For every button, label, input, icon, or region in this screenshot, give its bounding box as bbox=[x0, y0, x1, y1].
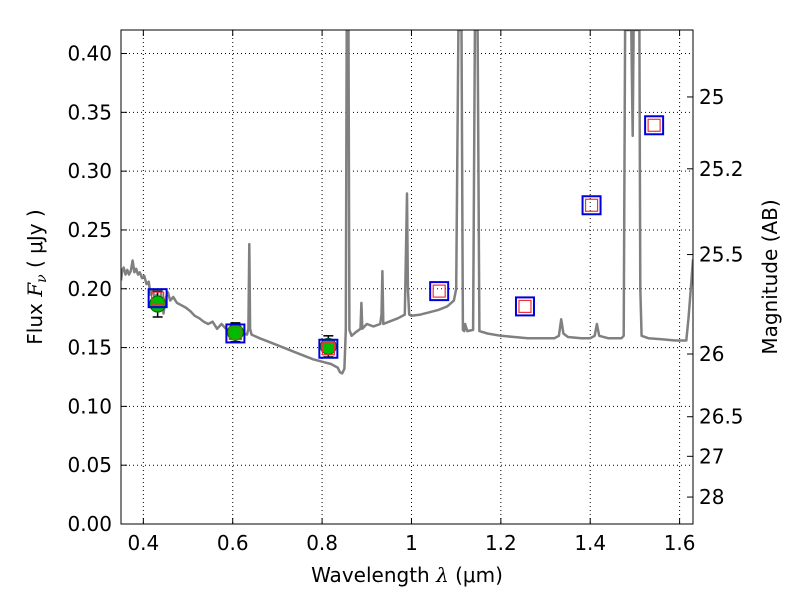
x-tick-label: 0.8 bbox=[306, 531, 338, 555]
y-tick-label: 0.00 bbox=[67, 512, 112, 536]
axis-ticks: 0.4 0.6 0.8 1 1.2 1.4 1.6 0.00 0.05 0.10 0.15 0.20 0… bbox=[67, 30, 744, 555]
model-band-point bbox=[644, 115, 665, 136]
x-tick-label: 1.2 bbox=[485, 531, 517, 555]
y2-tick-label: 28 bbox=[699, 485, 724, 509]
y-axis-label: Flux Fν ( μJy ) bbox=[23, 209, 50, 344]
y-tick-label: 0.15 bbox=[67, 336, 112, 360]
model-band-outer-square bbox=[644, 115, 665, 136]
y-label-subscript: ν bbox=[34, 274, 50, 283]
y-tick-label: 0.30 bbox=[67, 159, 112, 183]
model-band-markers bbox=[147, 115, 665, 359]
y2-axis-label: Magnitude (AB) bbox=[758, 199, 782, 354]
y2-tick-label: 26.5 bbox=[699, 405, 744, 429]
model-band-point bbox=[514, 296, 535, 317]
model-band-point bbox=[147, 288, 168, 309]
y-label-prefix: Flux bbox=[23, 297, 47, 345]
y-tick-label: 0.40 bbox=[67, 42, 112, 66]
y-label-units: ( μJy ) bbox=[23, 209, 47, 274]
y-tick-label: 0.05 bbox=[67, 453, 112, 477]
model-band-outer-square bbox=[318, 338, 339, 359]
model-band-inner-square bbox=[518, 299, 532, 314]
model-band-point bbox=[225, 323, 246, 344]
x-tick-label: 1.6 bbox=[664, 531, 696, 555]
x-tick-label: 0.4 bbox=[127, 531, 159, 555]
model-band-inner-square bbox=[584, 198, 599, 212]
model-band-inner-square bbox=[321, 342, 335, 356]
grid-lines bbox=[121, 30, 693, 524]
y-tick-label: 0.20 bbox=[67, 277, 112, 301]
x-tick-label: 0.6 bbox=[217, 531, 249, 555]
model-band-point bbox=[318, 338, 339, 359]
x-label-units: (μm) bbox=[449, 563, 503, 587]
y2-tick-label: 27 bbox=[699, 444, 724, 468]
y-label-symbol: F bbox=[23, 282, 47, 298]
y-tick-label: 0.10 bbox=[67, 394, 112, 418]
model-band-outer-square bbox=[514, 296, 535, 317]
model-band-inner-square bbox=[228, 326, 242, 341]
model-band-point bbox=[429, 281, 450, 302]
x-label-symbol: λ bbox=[435, 563, 449, 587]
model-band-outer-square bbox=[429, 281, 450, 302]
x-axis-label: Wavelength λ (μm) bbox=[311, 563, 503, 587]
sed-model-line bbox=[121, 30, 693, 375]
y2-tick-label: 25 bbox=[699, 85, 724, 109]
x-tick-label: 1 bbox=[405, 531, 418, 555]
model-band-point bbox=[581, 195, 602, 216]
model-band-outer-square bbox=[225, 323, 246, 344]
x-label-prefix: Wavelength bbox=[311, 563, 436, 587]
plot-area bbox=[121, 30, 693, 375]
plot-frame bbox=[120, 29, 694, 525]
model-band-outer-square bbox=[581, 195, 602, 216]
y2-tick-label: 25.2 bbox=[699, 157, 744, 181]
y-tick-label: 0.25 bbox=[67, 218, 112, 242]
y2-tick-label: 25.5 bbox=[699, 243, 744, 267]
sed-model-series bbox=[121, 30, 693, 375]
y-tick-label: 0.35 bbox=[67, 100, 112, 124]
model-band-inner-square bbox=[151, 291, 165, 305]
y2-tick-label: 26 bbox=[699, 342, 724, 366]
model-band-inner-square bbox=[432, 284, 446, 298]
model-band-outer-square bbox=[147, 288, 168, 309]
x-tick-label: 1.4 bbox=[574, 531, 606, 555]
model-band-inner-square bbox=[647, 118, 661, 132]
